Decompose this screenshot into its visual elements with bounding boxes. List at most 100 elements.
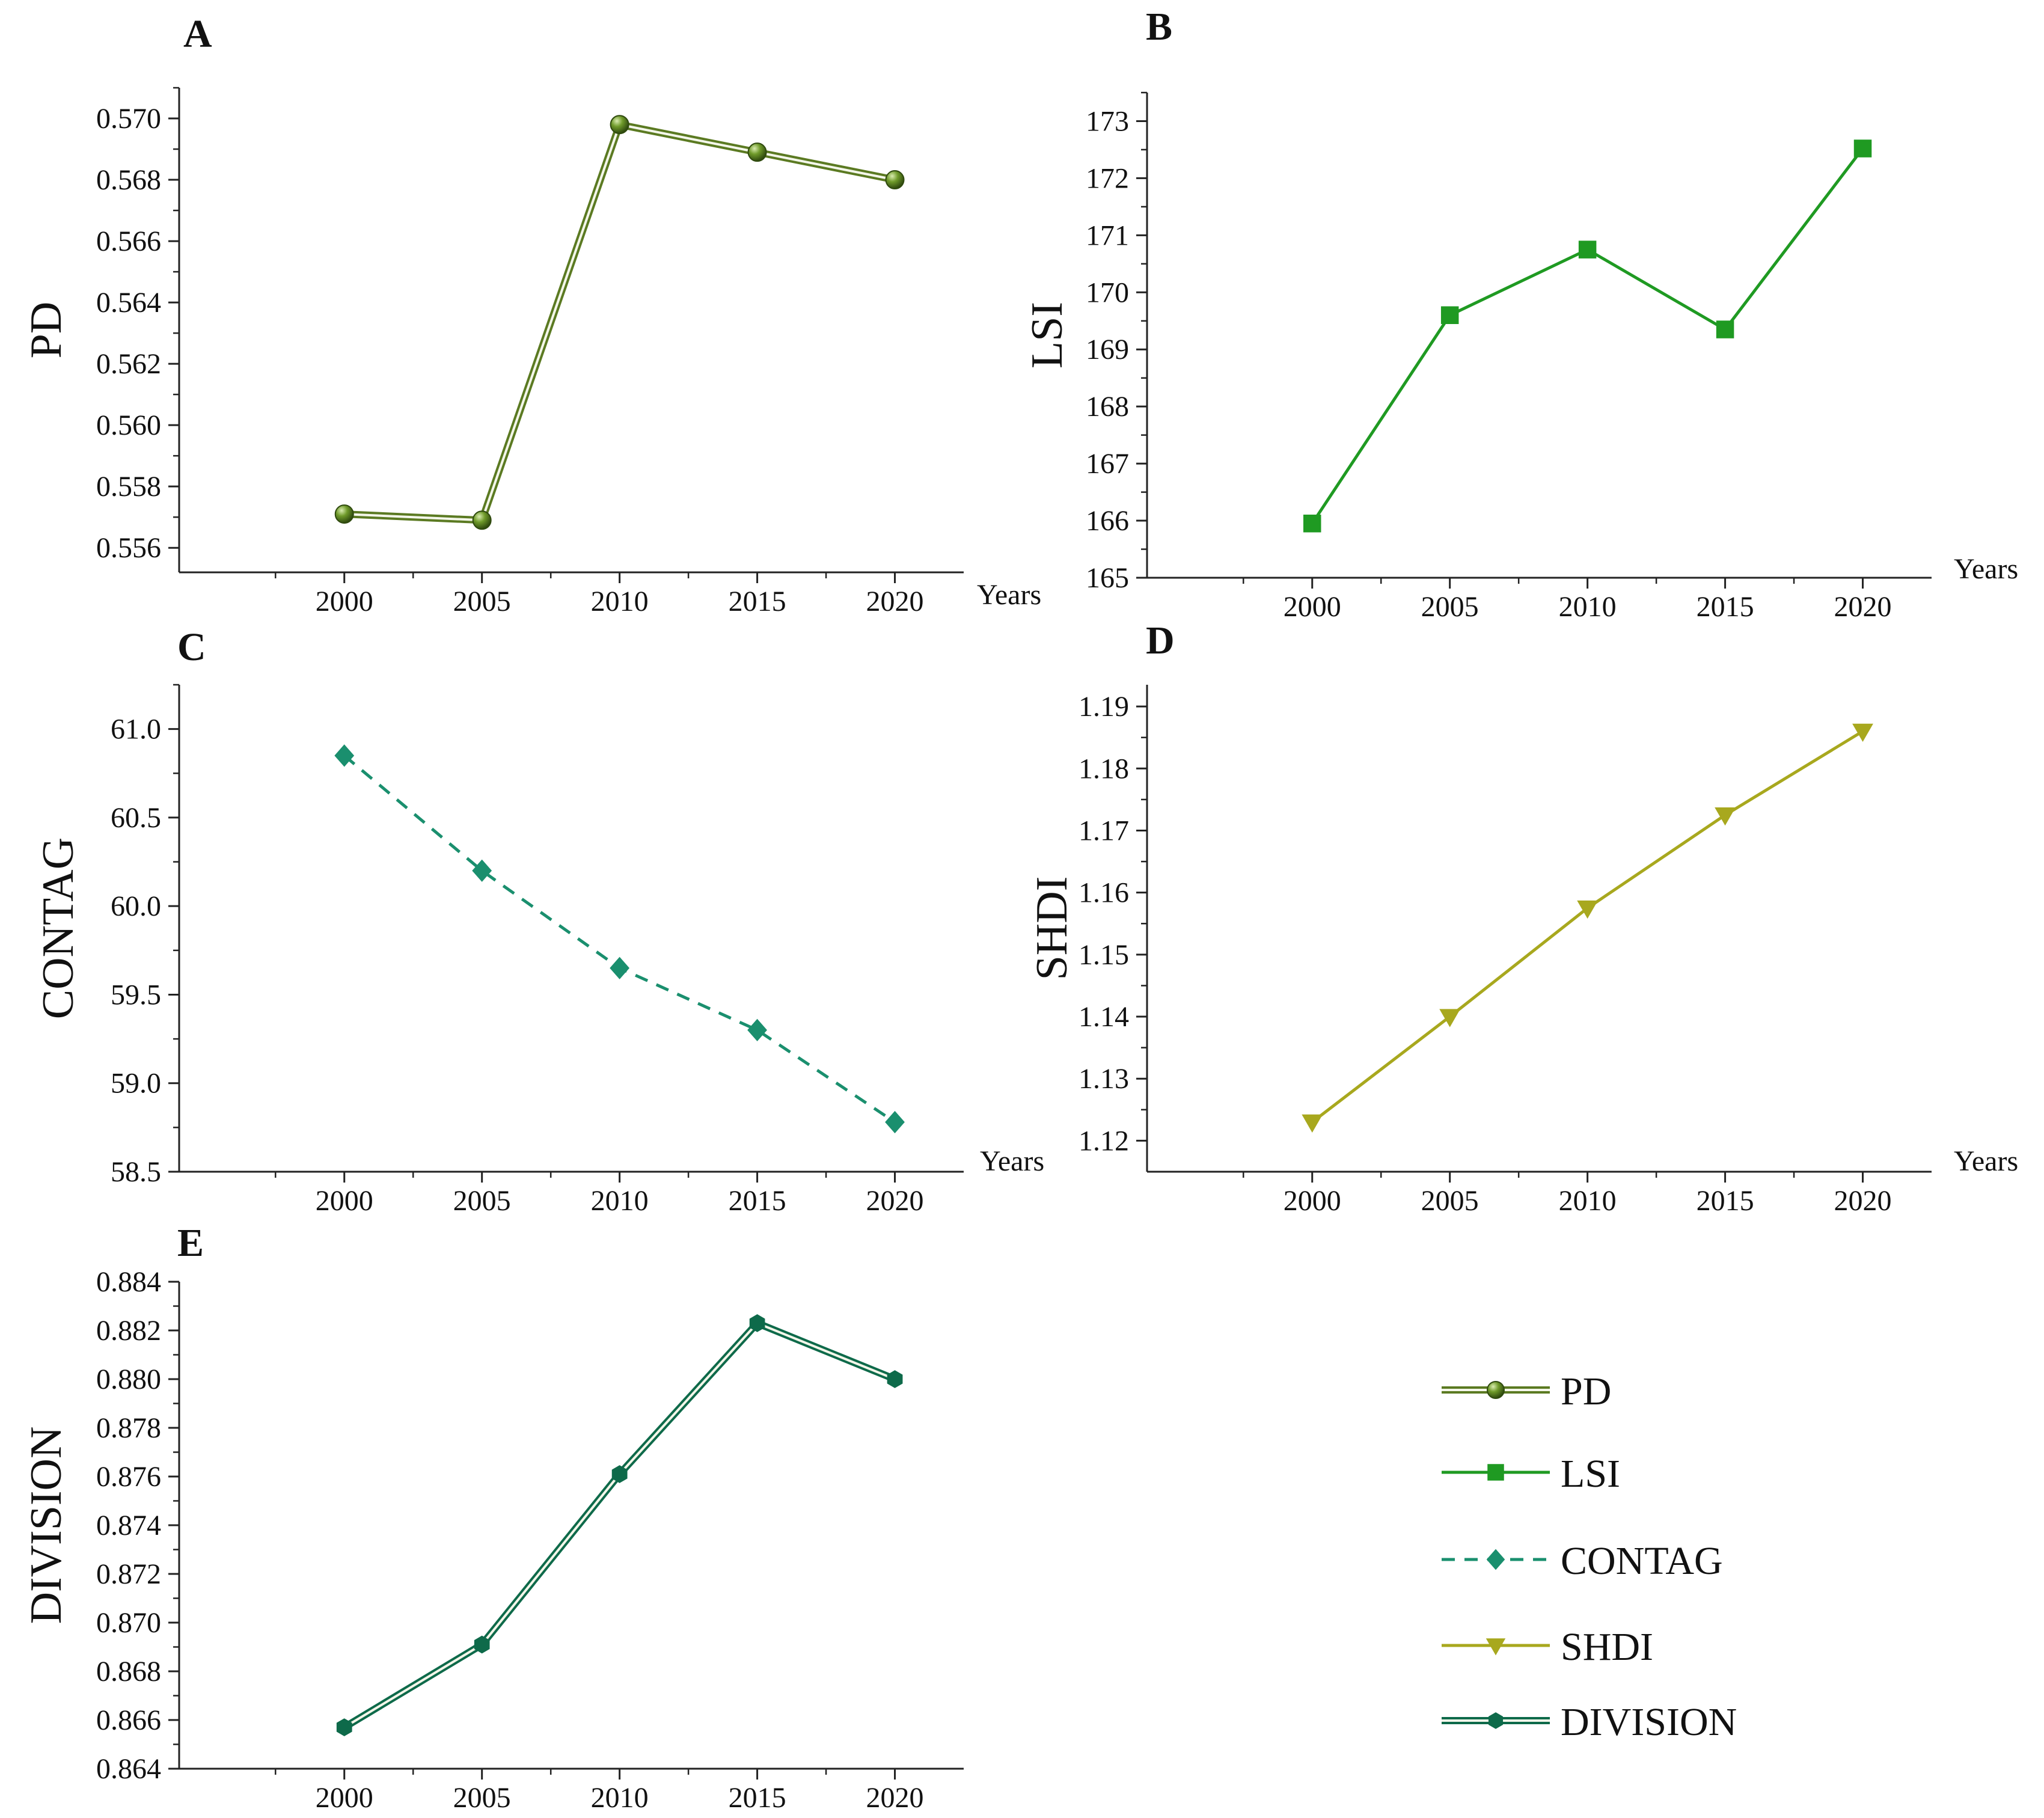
legend-item-pd: PD bbox=[1442, 1370, 1611, 1413]
y-tick-label: 0.562 bbox=[96, 348, 161, 380]
y-tick-label: 1.12 bbox=[1079, 1125, 1129, 1157]
data-point-contag bbox=[747, 1018, 767, 1041]
y-tick-label: 1.19 bbox=[1079, 691, 1129, 723]
legend-marker bbox=[1486, 1638, 1506, 1656]
y-tick-label: 0.864 bbox=[96, 1753, 161, 1785]
legend-marker bbox=[1486, 1549, 1505, 1570]
x-axis-title: Years bbox=[1954, 1145, 2018, 1177]
legend-item-division: DIVISION bbox=[1442, 1700, 1737, 1744]
y-tick-label: 0.870 bbox=[96, 1607, 161, 1639]
y-tick-label: 61.0 bbox=[111, 714, 161, 745]
y-tick-label: 171 bbox=[1086, 219, 1129, 251]
data-point-division bbox=[474, 1635, 490, 1654]
y-tick-label: 0.876 bbox=[96, 1461, 161, 1493]
y-tick-label: 166 bbox=[1086, 505, 1129, 537]
y-tick-label: 0.558 bbox=[96, 471, 161, 503]
x-tick-label: 2000 bbox=[316, 1782, 373, 1814]
x-tick-label: 2010 bbox=[1559, 1185, 1617, 1217]
y-tick-label: 0.868 bbox=[96, 1656, 161, 1688]
x-tick-label: 2000 bbox=[1284, 1185, 1341, 1217]
x-tick-label: 2020 bbox=[1834, 1185, 1892, 1217]
y-tick-label: 0.566 bbox=[96, 225, 161, 257]
x-tick-label: 2020 bbox=[866, 1782, 924, 1814]
data-point-pd bbox=[747, 142, 767, 162]
chart-panel-a: A 0.556 0.558 0.560 0.562 0.564 0.566 0.568 0.57… bbox=[22, 12, 1041, 617]
data-point-pd bbox=[472, 510, 492, 530]
y-tick-label: 58.5 bbox=[111, 1156, 161, 1188]
x-tick-label: 2000 bbox=[316, 1185, 373, 1217]
y-tick-label: 60.5 bbox=[111, 802, 161, 834]
panel-label-c: C bbox=[177, 625, 206, 669]
panel-label-d: D bbox=[1146, 619, 1175, 663]
y-tick-label: 0.872 bbox=[96, 1558, 161, 1590]
chart-panel-d: D 1.12 1.13 1.14 1.15 1.16 1.17 1.18 1.19 2000 200… bbox=[1027, 619, 2018, 1217]
y-tick-label: 0.884 bbox=[96, 1266, 161, 1298]
data-point-pd bbox=[610, 115, 629, 135]
x-tick-label: 2015 bbox=[1697, 1185, 1754, 1217]
y-tick-label: 0.866 bbox=[96, 1704, 161, 1736]
data-point-lsi bbox=[1303, 515, 1321, 533]
y-tick-label: 0.568 bbox=[96, 164, 161, 196]
panel-label-b: B bbox=[1146, 5, 1172, 49]
x-tick-label: 2020 bbox=[866, 1185, 924, 1217]
data-point-shdi bbox=[1302, 1114, 1323, 1133]
x-axis-title: Years bbox=[1954, 553, 2018, 585]
data-point-lsi bbox=[1440, 306, 1459, 325]
x-tick-label: 2015 bbox=[729, 586, 786, 617]
data-point-lsi bbox=[1853, 139, 1872, 158]
x-tick-label: 2000 bbox=[316, 586, 373, 617]
y-tick-label: 0.880 bbox=[96, 1364, 161, 1395]
series-line-division-inner bbox=[343, 1321, 896, 1728]
legend-marker bbox=[1488, 1712, 1504, 1729]
legend-label: DIVISION bbox=[1561, 1700, 1737, 1744]
data-point-pd bbox=[885, 170, 905, 190]
y-tick-label: 60.0 bbox=[111, 890, 161, 922]
y-tick-label: 172 bbox=[1086, 162, 1129, 194]
y-axis-title: SHDI bbox=[1027, 877, 1077, 981]
y-tick-label: 59.5 bbox=[111, 979, 161, 1011]
data-point-lsi bbox=[1578, 240, 1597, 259]
data-point-shdi bbox=[1577, 900, 1599, 919]
y-tick-label: 169 bbox=[1086, 334, 1129, 366]
x-tick-label: 2010 bbox=[591, 1782, 649, 1814]
y-tick-label: 0.874 bbox=[96, 1510, 161, 1541]
y-tick-label: 170 bbox=[1086, 277, 1129, 308]
y-tick-label: 59.0 bbox=[111, 1068, 161, 1100]
x-tick-label: 2015 bbox=[729, 1782, 786, 1814]
y-tick-label: 1.16 bbox=[1079, 877, 1129, 909]
x-tick-label: 2020 bbox=[1834, 591, 1892, 623]
y-axis-title: DIVISION bbox=[22, 1427, 71, 1624]
legend-marker bbox=[1487, 1464, 1504, 1481]
y-axis-title: LSI bbox=[1023, 302, 1072, 369]
data-point-contag bbox=[610, 956, 630, 979]
legend-label: SHDI bbox=[1561, 1625, 1653, 1669]
legend-item-contag: CONTAG bbox=[1442, 1539, 1723, 1583]
chart-panel-e: E 0.864 0.866 0.868 0.870 0.872 0.874 0.876 0.87… bbox=[22, 1221, 964, 1814]
y-tick-label: 173 bbox=[1086, 105, 1129, 137]
data-point-contag bbox=[885, 1110, 905, 1134]
y-axis-title: CONTAG bbox=[34, 837, 83, 1019]
x-tick-label: 2015 bbox=[729, 1185, 786, 1217]
y-tick-label: 0.564 bbox=[96, 287, 161, 319]
data-point-division bbox=[749, 1314, 765, 1332]
y-tick-label: 1.14 bbox=[1079, 1001, 1129, 1033]
legend-item-shdi: SHDI bbox=[1442, 1625, 1653, 1669]
y-axis-title: PD bbox=[22, 302, 71, 359]
data-point-shdi bbox=[1852, 723, 1873, 742]
legend: PD LSI CONTAG SHDI DIVISION bbox=[1442, 1370, 1737, 1744]
y-tick-label: 168 bbox=[1086, 391, 1129, 423]
y-tick-label: 0.882 bbox=[96, 1315, 161, 1347]
x-tick-label: 2015 bbox=[1697, 591, 1754, 623]
chart-panel-b: B 165 166 167 168 169 170 171 172 173 2000 2005 2010… bbox=[1023, 5, 2018, 623]
data-point-division bbox=[887, 1370, 903, 1388]
legend-label: CONTAG bbox=[1561, 1539, 1723, 1583]
y-tick-label: 1.17 bbox=[1079, 815, 1129, 846]
data-point-shdi bbox=[1715, 807, 1736, 826]
data-point-contag bbox=[472, 859, 492, 882]
x-tick-label: 2005 bbox=[1421, 1185, 1479, 1217]
legend-item-lsi: LSI bbox=[1442, 1452, 1620, 1496]
data-point-division bbox=[611, 1465, 628, 1483]
data-point-shdi bbox=[1439, 1009, 1461, 1027]
legend-label: PD bbox=[1561, 1370, 1611, 1413]
